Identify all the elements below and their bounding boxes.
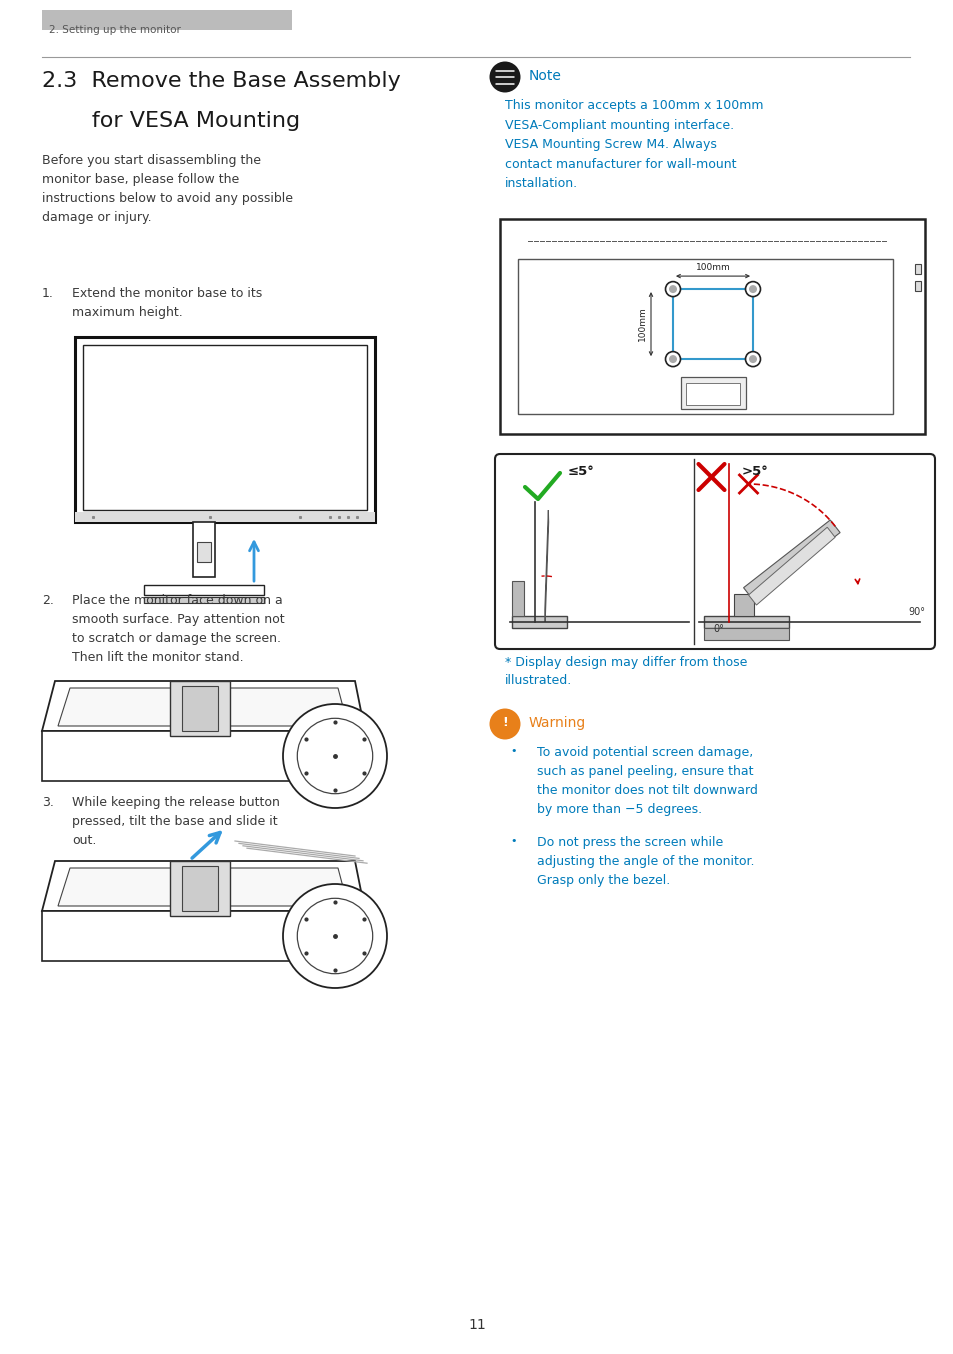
Text: 2.3  Remove the Base Assembly: 2.3 Remove the Base Assembly [42, 70, 400, 91]
Text: 3.: 3. [42, 796, 53, 808]
Polygon shape [42, 681, 365, 731]
Text: 100mm: 100mm [638, 307, 646, 341]
Text: for VESA Mounting: for VESA Mounting [42, 111, 300, 131]
Text: •: • [510, 746, 516, 756]
Ellipse shape [297, 719, 373, 793]
FancyBboxPatch shape [75, 337, 375, 523]
FancyBboxPatch shape [495, 454, 934, 649]
Text: •: • [510, 835, 516, 846]
Circle shape [665, 352, 679, 367]
Ellipse shape [283, 704, 387, 808]
Circle shape [489, 61, 520, 92]
Polygon shape [42, 861, 365, 911]
FancyBboxPatch shape [702, 616, 788, 628]
Text: While keeping the release button
pressed, tilt the base and slide it
out.: While keeping the release button pressed… [71, 796, 279, 848]
FancyBboxPatch shape [170, 681, 230, 737]
Polygon shape [748, 527, 834, 605]
Text: Before you start disassembling the
monitor base, please follow the
instructions : Before you start disassembling the monit… [42, 154, 293, 223]
Polygon shape [742, 520, 840, 600]
Polygon shape [42, 911, 365, 961]
Polygon shape [42, 731, 365, 781]
FancyBboxPatch shape [499, 219, 924, 435]
Text: Do not press the screen while
adjusting the angle of the monitor.
Grasp only the: Do not press the screen while adjusting … [537, 835, 754, 887]
Text: 2. Setting up the monitor: 2. Setting up the monitor [49, 24, 181, 35]
FancyBboxPatch shape [144, 597, 264, 603]
Text: 11: 11 [468, 1317, 485, 1332]
FancyBboxPatch shape [512, 616, 566, 628]
Text: >5°: >5° [740, 464, 767, 478]
FancyBboxPatch shape [196, 542, 211, 562]
Circle shape [748, 286, 757, 292]
FancyBboxPatch shape [517, 259, 892, 414]
FancyBboxPatch shape [182, 686, 218, 731]
Circle shape [744, 282, 760, 297]
Text: Place the monitor face down on a
smooth surface. Pay attention not
to scratch or: Place the monitor face down on a smooth … [71, 594, 284, 663]
FancyBboxPatch shape [83, 345, 367, 510]
Circle shape [744, 352, 760, 367]
Text: 1.: 1. [42, 287, 53, 301]
FancyBboxPatch shape [42, 9, 292, 30]
Text: !: ! [501, 716, 507, 730]
FancyBboxPatch shape [685, 383, 740, 405]
FancyBboxPatch shape [733, 594, 753, 616]
FancyBboxPatch shape [914, 282, 920, 291]
Ellipse shape [283, 884, 387, 988]
Circle shape [668, 355, 677, 363]
Ellipse shape [297, 898, 373, 974]
FancyBboxPatch shape [75, 512, 375, 523]
FancyBboxPatch shape [702, 628, 788, 640]
Text: Extend the monitor base to its
maximum height.: Extend the monitor base to its maximum h… [71, 287, 262, 320]
Text: 2.: 2. [42, 594, 53, 607]
Text: ≤5°: ≤5° [567, 464, 594, 478]
FancyBboxPatch shape [182, 867, 218, 911]
Text: * Display design may differ from those
illustrated.: * Display design may differ from those i… [504, 655, 746, 686]
FancyBboxPatch shape [914, 264, 920, 274]
Circle shape [668, 286, 677, 292]
Text: This monitor accepts a 100mm x 100mm
VESA-Compliant mounting interface.
VESA Mou: This monitor accepts a 100mm x 100mm VES… [504, 99, 762, 190]
Circle shape [748, 355, 757, 363]
Text: 90°: 90° [907, 607, 924, 617]
Text: Warning: Warning [529, 716, 586, 730]
Circle shape [665, 282, 679, 297]
Polygon shape [544, 510, 548, 621]
Text: To avoid potential screen damage,
such as panel peeling, ensure that
the monitor: To avoid potential screen damage, such a… [537, 746, 757, 816]
Polygon shape [58, 868, 348, 906]
Text: 0°: 0° [713, 624, 723, 634]
FancyBboxPatch shape [193, 523, 214, 577]
Text: 100mm: 100mm [695, 263, 730, 272]
Polygon shape [58, 688, 348, 726]
FancyBboxPatch shape [170, 861, 230, 917]
FancyBboxPatch shape [144, 585, 264, 594]
Circle shape [489, 708, 520, 739]
Text: Note: Note [529, 69, 561, 83]
FancyBboxPatch shape [679, 376, 744, 409]
FancyBboxPatch shape [512, 581, 523, 616]
